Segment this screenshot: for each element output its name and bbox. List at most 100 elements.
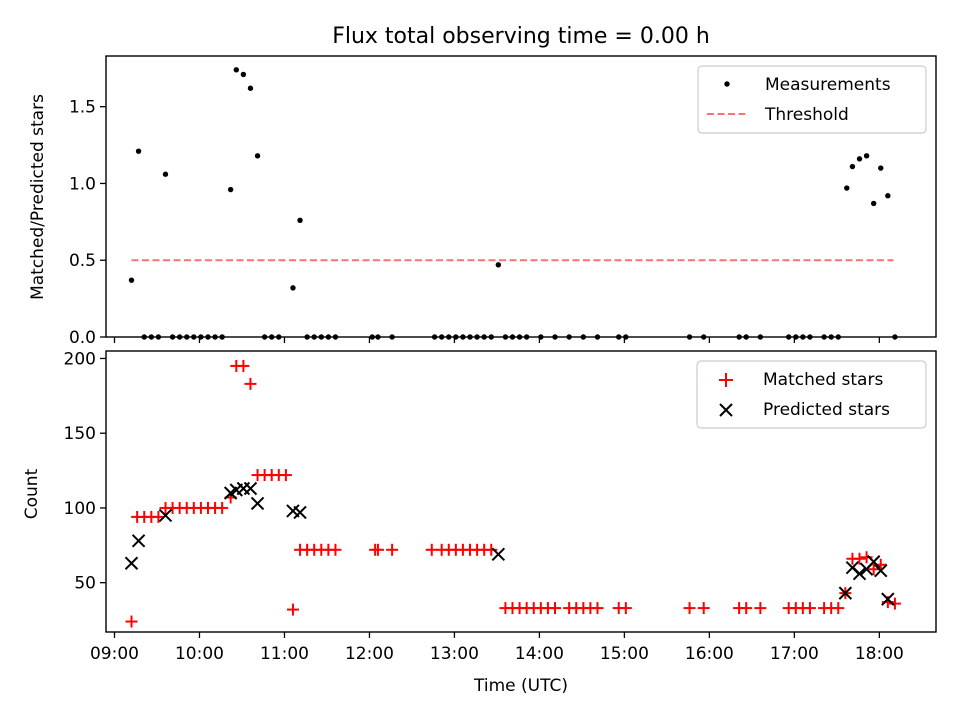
measurement-point: [495, 262, 502, 268]
predicted-star-point: [852, 567, 867, 581]
measurement-point: [318, 334, 324, 340]
measurement-point: [785, 334, 792, 340]
matched-star-point: [803, 602, 816, 615]
measurement-point: [205, 334, 211, 340]
matched-star-point: [591, 602, 604, 615]
count-panel: 50 100 150 200 09:00 10:00 11:00 12:00 13:00 14:…: [22, 349, 937, 696]
matched-star-point: [832, 602, 845, 615]
ratio-y-tick-label: 0.0: [69, 328, 96, 348]
measurement-point: [849, 163, 856, 170]
measurement-point: [261, 334, 268, 340]
figure-title: Flux total observing time = 0.00 h: [332, 24, 710, 49]
legend-predicted-swatch: [719, 403, 733, 417]
measurement-point: [743, 334, 749, 340]
measurement-point: [807, 334, 813, 340]
predicted-star-point: [293, 505, 307, 520]
legend-matched-label: Matched stars: [763, 370, 883, 390]
measurement-point: [821, 334, 827, 340]
measurement-point: [870, 200, 877, 207]
matched-star-point: [697, 602, 710, 615]
measurement-point: [176, 334, 183, 340]
measurement-point: [800, 334, 806, 340]
measurement-point: [155, 334, 162, 340]
measurement-point: [191, 334, 197, 340]
ratio-y-tick-label: 1.5: [69, 98, 96, 118]
matched-star-point: [548, 602, 561, 615]
measurement-point: [169, 334, 176, 340]
matched-star-point: [683, 602, 696, 615]
measurement-point: [128, 277, 135, 283]
measurement-point: [509, 334, 516, 340]
measurement-point: [844, 185, 850, 191]
measurement-point: [863, 153, 870, 159]
predicted-star-point: [158, 508, 173, 523]
count-x-tick-label: 13:00: [430, 644, 479, 664]
measurement-point: [276, 334, 282, 340]
count-x-tick-label: 10:00: [175, 644, 224, 664]
legend-measurements-label: Measurements: [765, 75, 891, 95]
measurement-point: [332, 334, 339, 340]
measurement-point: [247, 85, 254, 91]
count-x-ticks: 09:00 10:00 11:00 12:00 13:00 14:00 15:00 16:00…: [90, 632, 904, 664]
measurement-point: [488, 334, 494, 340]
count-legend-box: [696, 360, 927, 429]
count-marks: [124, 359, 901, 628]
predicted-star-point: [866, 555, 881, 569]
measurement-point: [686, 334, 693, 340]
ratio-y-axis-label: Matched/Predicted stars: [28, 94, 48, 300]
count-x-tick-label: 16:00: [685, 644, 734, 664]
predicted-star-point: [243, 481, 258, 496]
measurement-point: [474, 334, 480, 340]
count-x-tick-label: 15:00: [600, 644, 649, 664]
predicted-star-point: [874, 564, 888, 578]
measurement-point: [481, 334, 487, 340]
ratio-marks: [128, 67, 898, 340]
count-x-tick-label: 17:00: [770, 644, 819, 664]
measurement-point: [467, 334, 473, 340]
measurement-point: [538, 334, 544, 340]
measurement-point: [885, 193, 891, 199]
count-x-tick-label: 14:00: [515, 644, 564, 664]
measurement-point: [212, 334, 218, 340]
matched-star-point: [386, 543, 399, 556]
matched-star-point: [125, 615, 138, 628]
measurement-point: [594, 334, 601, 340]
measurement-point: [233, 67, 240, 73]
measurement-point: [580, 334, 587, 340]
measurement-point: [446, 334, 452, 340]
measurement-point: [304, 334, 310, 340]
count-y-tick-label: 50: [74, 574, 96, 594]
measurement-point: [297, 217, 303, 224]
predicted-star-point: [881, 592, 895, 606]
measurement-point: [184, 334, 190, 340]
measurement-point: [566, 334, 572, 340]
matched-star-point: [740, 602, 753, 615]
measurement-point: [254, 153, 261, 159]
measurement-point: [516, 334, 523, 340]
measurement-point: [892, 334, 898, 340]
count-y-tick-label: 150: [64, 424, 96, 444]
measurement-point: [141, 334, 147, 340]
measurement-point: [828, 334, 834, 340]
measurement-point: [835, 334, 841, 340]
measurement-point: [701, 334, 707, 340]
count-y-ticks: 50 100 150 200: [64, 349, 106, 594]
measurement-point: [369, 334, 375, 340]
legend-measurements-swatch: [724, 81, 730, 87]
measurement-point: [431, 334, 438, 340]
measurement-point: [438, 334, 445, 340]
predicted-star-point: [131, 534, 146, 548]
count-x-tick-label: 09:00: [90, 644, 139, 664]
measurement-point: [290, 285, 296, 291]
matched-star-point: [853, 552, 866, 565]
legend-predicted-label: Predicted stars: [763, 400, 890, 420]
count-x-axis-label: Time (UTC): [473, 676, 568, 696]
matched-star-point: [371, 543, 384, 556]
measurement-point: [736, 334, 742, 340]
matched-star-point: [329, 543, 342, 556]
measurement-point: [269, 334, 275, 340]
matched-star-point: [619, 602, 632, 615]
ratio-legend-box: [697, 65, 927, 134]
measurement-point: [325, 334, 332, 340]
